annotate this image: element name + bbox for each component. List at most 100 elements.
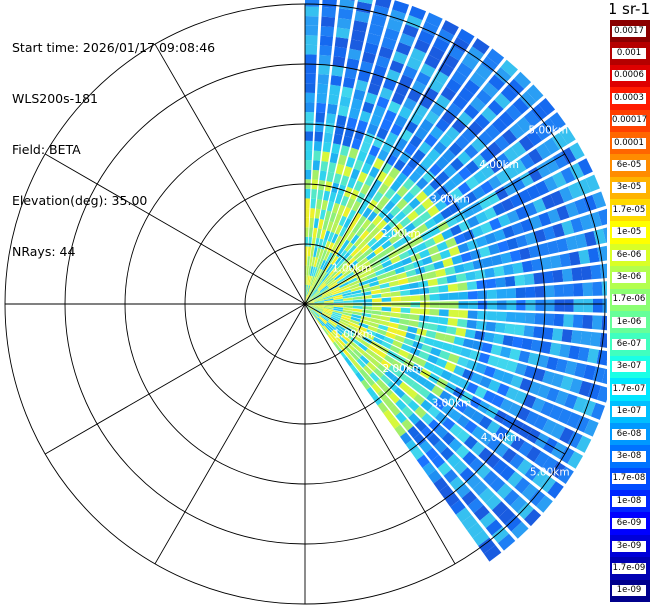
range-bin: [559, 126, 576, 145]
range-bin: [564, 299, 574, 312]
range-bin: [319, 209, 326, 220]
range-bin: [347, 48, 362, 61]
range-bin: [329, 84, 341, 96]
range-bin: [394, 424, 407, 437]
range-bin: [366, 329, 377, 337]
range-bin: [329, 211, 337, 223]
range-bin: [338, 320, 349, 327]
range-bin: [339, 95, 352, 108]
range-bin: [366, 187, 377, 199]
range-bin: [381, 224, 392, 235]
range-bin: [364, 332, 375, 341]
range-bin: [406, 56, 422, 71]
range-bin: [317, 269, 324, 279]
range-bin: [324, 275, 333, 284]
range-bin: [349, 39, 364, 52]
range-bin: [427, 433, 441, 447]
range-bin: [368, 145, 381, 158]
range-bin: [362, 309, 372, 314]
range-bin: [385, 153, 398, 167]
range-bin: [442, 149, 456, 163]
range-bin: [557, 466, 574, 485]
range-bin: [494, 135, 510, 151]
range-bin: [343, 165, 353, 178]
range-bin: [346, 342, 356, 352]
range-bin: [407, 400, 420, 412]
range-bin: [384, 369, 396, 380]
range-bin: [305, 236, 309, 247]
range-bin: [441, 342, 454, 352]
range-bin: [312, 169, 320, 180]
range-bin: [388, 364, 400, 375]
range-bin: [344, 329, 354, 337]
range-bin: [549, 342, 562, 356]
range-bin: [330, 243, 338, 254]
range-bin: [308, 227, 314, 238]
range-bin: [355, 371, 365, 383]
range-bin: [408, 5, 427, 21]
range-bin: [504, 164, 519, 180]
range-bin: [305, 102, 315, 113]
range-bin: [542, 370, 555, 385]
range-bin: [322, 260, 329, 271]
range-bin: [385, 229, 396, 240]
range-bin: [330, 222, 339, 234]
range-bin: [549, 112, 566, 130]
range-bin: [455, 444, 470, 459]
range-bin: [419, 210, 432, 223]
range-bin: [324, 210, 332, 221]
colorbar-label: 3e-08: [612, 451, 646, 462]
range-bin: [347, 220, 357, 232]
range-bin: [371, 306, 382, 311]
range-bin: [339, 226, 347, 237]
range-bin: [306, 285, 310, 295]
range-bin: [585, 174, 600, 192]
range-bin: [541, 194, 556, 210]
range-bin: [344, 271, 355, 280]
range-bin: [343, 297, 353, 301]
range-bin: [372, 215, 383, 226]
range-bin: [308, 275, 312, 286]
range-bin: [402, 191, 415, 204]
range-bin: [305, 265, 307, 276]
range-bin: [305, 44, 318, 55]
colorbar-label: 1.7e-08: [612, 473, 646, 485]
range-bin: [474, 269, 486, 280]
elevation: Elevation(deg): 35.00: [12, 193, 148, 208]
range-bin: [592, 191, 607, 209]
range-bin: [321, 6, 337, 18]
range-bin: [474, 386, 488, 399]
range-bin: [323, 298, 334, 302]
range-bin: [309, 275, 313, 286]
range-bin: [524, 508, 542, 527]
range-bin: [448, 438, 463, 453]
range-bin: [491, 117, 508, 134]
range-bin: [507, 78, 525, 96]
range-bin: [462, 405, 477, 419]
range-bin: [438, 309, 449, 317]
range-bin: [339, 281, 349, 288]
range-bin: [334, 213, 342, 225]
range-bin: [408, 228, 420, 240]
range-bin: [467, 290, 478, 300]
range-bin: [577, 346, 590, 362]
range-bin: [355, 79, 369, 92]
range-bin: [314, 304, 325, 306]
range-bin: [396, 185, 409, 198]
colorbar-label: 1e-07: [612, 406, 646, 418]
range-bin: [331, 314, 341, 321]
range-bin: [452, 37, 470, 53]
range-bin: [415, 242, 428, 252]
range-bin: [472, 480, 488, 497]
range-bin: [379, 282, 390, 289]
range-bin: [305, 150, 313, 161]
range-bin: [376, 273, 388, 281]
range-bin: [473, 505, 490, 521]
range-bin: [428, 286, 439, 294]
range-bin: [351, 200, 361, 212]
range-bin: [427, 205, 440, 217]
range-bin: [321, 326, 329, 336]
range-bin: [475, 235, 488, 248]
range-bin: [366, 386, 377, 398]
range-bin: [471, 225, 484, 238]
